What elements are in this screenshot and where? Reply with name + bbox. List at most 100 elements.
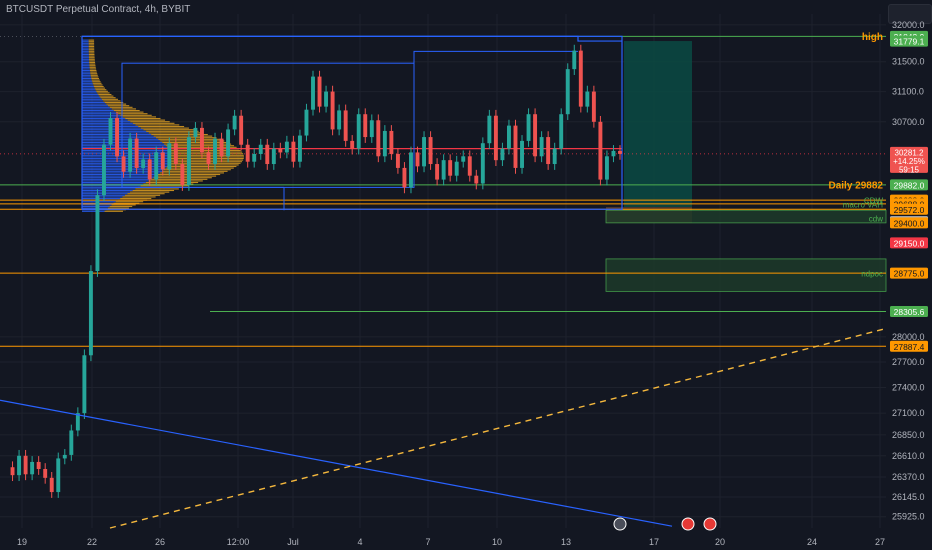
profile-bar-orange — [95, 89, 107, 91]
profile-bar-orange — [90, 76, 99, 78]
candle-body — [520, 140, 524, 168]
x-tick-label: 7 — [425, 537, 430, 547]
profile-bar-orange — [170, 151, 243, 153]
candle-body — [23, 455, 28, 475]
candle-body — [95, 195, 100, 272]
candle-body — [500, 148, 505, 161]
price-label-box — [890, 203, 928, 215]
candle-body — [17, 455, 22, 476]
y-tick-label: 25925.0 — [892, 512, 925, 522]
flag-icon — [681, 517, 695, 531]
candle-body — [337, 110, 342, 130]
profile-bar-blue — [82, 77, 92, 80]
candle-body — [180, 164, 185, 186]
candle-body — [102, 144, 106, 196]
lightning-icon — [613, 517, 627, 531]
profile-bar-orange — [143, 129, 194, 131]
profile-bar-blue — [82, 146, 168, 148]
profile-bar-blue — [82, 173, 158, 176]
last-price-badge — [890, 146, 928, 173]
ascending-dashed-trendline — [109, 327, 887, 529]
profile-bar-blue — [82, 197, 121, 200]
profile-bar-blue — [82, 130, 147, 132]
profile-bar-orange — [92, 82, 102, 84]
candle-body — [134, 138, 139, 168]
candle-body — [343, 110, 348, 141]
profile-bar-blue — [82, 87, 95, 89]
candle-body — [402, 167, 407, 188]
profile-bar-orange — [125, 117, 161, 120]
profile-bar-blue — [82, 207, 108, 209]
profile-bar-orange — [89, 65, 96, 67]
profile-bar-blue — [82, 177, 154, 179]
profile-bar-blue — [82, 95, 100, 97]
candle-body — [206, 152, 211, 165]
candle-body — [461, 156, 466, 162]
candle-body — [154, 152, 159, 180]
profile-bar-orange — [88, 52, 95, 54]
profile-bar-blue — [82, 119, 128, 121]
profile-bar-orange — [89, 63, 96, 65]
profile-bar-blue — [82, 153, 171, 155]
event-icons — [613, 517, 717, 531]
profile-bar-blue — [82, 81, 93, 83]
profile-bar-blue — [82, 53, 89, 56]
candle-body — [252, 153, 257, 162]
candle-body — [10, 467, 15, 476]
profile-bar-blue — [82, 57, 89, 59]
profile-bar-blue — [82, 65, 90, 67]
profile-bar-orange — [138, 125, 185, 128]
candle-body — [311, 76, 315, 110]
profile-bar-orange — [89, 68, 97, 70]
candle-body — [147, 159, 152, 180]
profile-bar-blue — [82, 172, 161, 174]
profile-bar-blue — [82, 183, 144, 185]
profile-bar-blue — [82, 105, 108, 107]
profile-bar-blue — [82, 89, 96, 91]
profile-bar-orange — [148, 132, 204, 134]
y-tick-label: 27400.0 — [892, 382, 925, 392]
profile-bar-blue — [82, 49, 89, 51]
candle-body — [160, 152, 165, 170]
y-tick-label: 30700.0 — [892, 117, 925, 127]
profile-bar-orange — [146, 130, 199, 132]
profile-bar-blue — [82, 61, 90, 64]
profile-bar-orange — [90, 71, 97, 73]
profile-bar-orange — [127, 119, 166, 121]
profile-bar-orange — [88, 50, 95, 52]
candle-body — [415, 152, 420, 167]
profile-bar-blue — [82, 175, 156, 177]
candle-body — [565, 69, 570, 115]
profile-bar-orange — [88, 57, 95, 59]
candle-body — [533, 114, 538, 157]
candle-body — [239, 115, 244, 145]
price-label: 29882.0 — [894, 180, 925, 190]
profile-bar-blue — [82, 121, 131, 123]
profile-bar-blue — [82, 116, 123, 118]
profile-bar-orange — [163, 169, 231, 171]
candles — [10, 44, 622, 498]
profile-bar-orange — [101, 98, 118, 100]
profile-bar-blue — [82, 191, 131, 193]
candle-body — [115, 118, 120, 157]
candle-body — [245, 144, 250, 162]
flag-icon — [703, 517, 717, 531]
profile-bar-blue — [82, 196, 123, 198]
position-zone — [605, 209, 887, 224]
range-box-step — [413, 50, 578, 64]
candle-body — [389, 130, 394, 154]
profile-bar-orange — [109, 205, 133, 208]
profile-bar-blue — [82, 109, 114, 112]
profile-bar-blue — [82, 97, 101, 99]
profile-bar-orange — [151, 133, 208, 136]
price-label-box — [890, 35, 928, 47]
x-tick-label: 26 — [155, 537, 165, 547]
profile-bar-blue — [82, 154, 171, 156]
price-label-box — [890, 217, 928, 229]
profile-bar-blue — [82, 122, 133, 124]
profile-bar-blue — [82, 76, 91, 78]
candle-body — [454, 161, 459, 176]
candle-body — [330, 91, 335, 130]
